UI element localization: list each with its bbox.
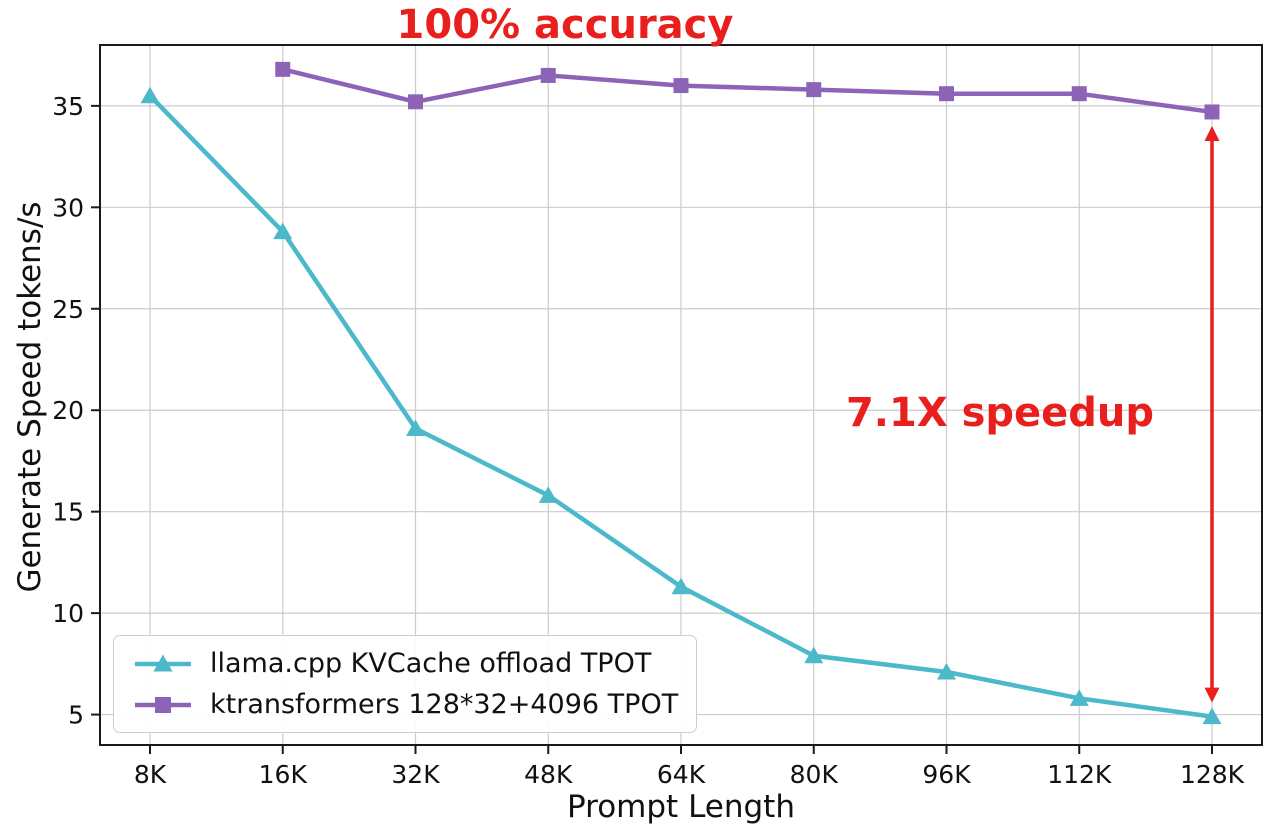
speedup-arrow	[1204, 125, 1220, 703]
triangle-marker-icon	[406, 419, 425, 436]
y-tick-label: 5	[68, 701, 84, 730]
y-axis-label: Generate Speed tokens/s	[12, 201, 48, 593]
square-marker-icon	[408, 94, 423, 110]
x-axis-label: Prompt Length	[567, 789, 795, 825]
x-tick-label: 96K	[922, 760, 971, 789]
square-marker-icon	[1204, 104, 1220, 120]
square-marker-icon	[806, 82, 822, 98]
triangle-marker-icon	[273, 222, 293, 240]
series-ktransformers	[275, 61, 1220, 120]
legend-swatch-triangle-icon	[135, 654, 191, 671]
legend-item-llama-cpp: llama.cpp KVCache offload TPOT	[132, 648, 678, 679]
grid-lines	[100, 45, 1262, 745]
legend-item-ktransformers: ktransformers 128*32+4096 TPOT	[132, 689, 678, 720]
x-tick-label: 64K	[657, 760, 706, 789]
y-tick-label: 15	[52, 498, 84, 527]
triangle-marker-icon	[140, 86, 160, 104]
x-tick-label: 128K	[1180, 760, 1245, 789]
x-tick-label: 16K	[259, 760, 308, 789]
square-marker-icon	[540, 67, 556, 83]
series-llama-cpp	[140, 86, 1222, 725]
square-marker-icon	[673, 78, 689, 94]
y-tick-label: 25	[52, 295, 84, 324]
triangle-marker-icon	[937, 662, 956, 680]
x-tick-label: 8K	[134, 760, 167, 789]
triangle-marker-icon	[538, 486, 558, 503]
y-tick-label: 30	[52, 193, 84, 222]
y-tick-label: 35	[52, 92, 84, 121]
x-tick-label: 80K	[790, 760, 839, 789]
accuracy-annotation: 100% accuracy	[396, 2, 734, 48]
legend-label: ktransformers 128*32+4096 TPOT	[210, 689, 679, 720]
triangle-marker-icon	[1069, 689, 1089, 706]
triangle-marker-icon	[804, 646, 824, 664]
triangle-marker-icon	[671, 577, 691, 595]
square-marker-icon	[275, 61, 291, 77]
series-line	[280, 67, 1215, 115]
y-tick-label: 20	[52, 396, 84, 425]
legend-label: llama.cpp KVCache offload TPOT	[210, 648, 652, 679]
square-marker-icon	[939, 86, 954, 102]
y-axis: 5 10 15 20 25 30 35	[52, 92, 100, 730]
x-tick-label: 112K	[1047, 760, 1112, 789]
x-tick-label: 48K	[524, 760, 573, 789]
y-tick-label: 10	[52, 599, 84, 628]
x-axis: 8K 16K 32K 48K 64K 80K 96K 112K 128K	[134, 745, 1245, 789]
x-tick-label: 32K	[391, 760, 440, 789]
triangle-marker-icon	[1202, 707, 1222, 725]
legend: llama.cpp KVCache offload TPOT ktransfor…	[113, 635, 698, 733]
square-marker-icon	[1071, 86, 1087, 102]
legend-swatch-square-icon	[135, 696, 191, 713]
speedup-annotation: 7.1X speedup	[845, 390, 1155, 436]
